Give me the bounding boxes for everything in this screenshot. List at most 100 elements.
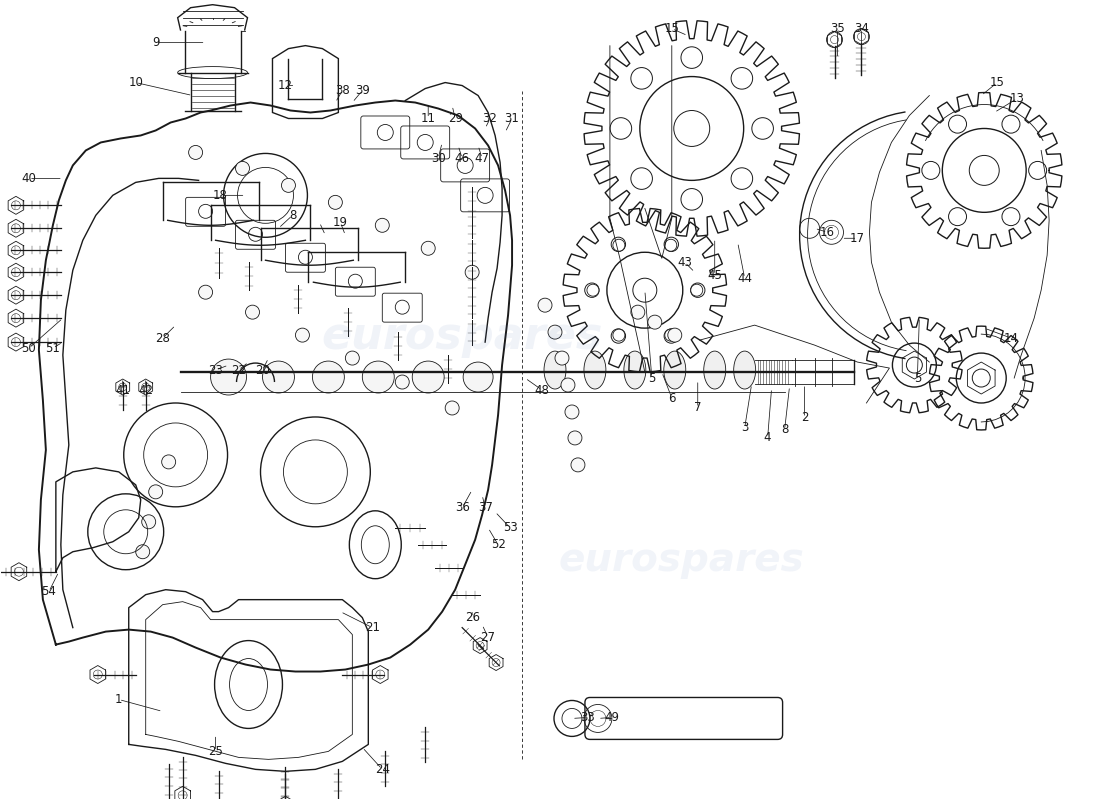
Text: 33: 33 (581, 711, 595, 724)
Text: 11: 11 (420, 112, 436, 125)
Text: 26: 26 (464, 611, 480, 624)
Text: 38: 38 (336, 84, 350, 97)
Text: 40: 40 (22, 172, 36, 185)
Circle shape (312, 361, 344, 393)
Text: 25: 25 (208, 745, 223, 758)
Text: 21: 21 (365, 621, 380, 634)
Circle shape (235, 162, 250, 175)
Text: 15: 15 (664, 22, 679, 35)
Text: 30: 30 (431, 152, 446, 165)
Text: 9: 9 (152, 36, 160, 49)
Ellipse shape (624, 351, 646, 389)
Circle shape (587, 284, 598, 296)
Text: 52: 52 (491, 538, 506, 551)
Text: 18: 18 (213, 189, 228, 202)
Text: 23: 23 (208, 363, 223, 377)
Text: 44: 44 (737, 272, 752, 285)
Text: 48: 48 (535, 383, 550, 397)
Text: 5: 5 (914, 371, 921, 385)
Circle shape (263, 361, 295, 393)
Text: 42: 42 (139, 383, 153, 397)
Circle shape (613, 239, 625, 251)
Circle shape (463, 362, 493, 392)
Text: 10: 10 (129, 76, 143, 89)
Circle shape (631, 305, 645, 319)
Text: 32: 32 (483, 112, 497, 125)
Text: 31: 31 (505, 112, 519, 125)
Circle shape (162, 455, 176, 469)
Circle shape (282, 178, 296, 192)
Circle shape (568, 431, 582, 445)
Text: 5: 5 (648, 371, 656, 385)
Text: eurospares: eurospares (559, 541, 804, 578)
Text: 6: 6 (668, 391, 675, 405)
Text: 49: 49 (604, 711, 619, 724)
Circle shape (345, 351, 360, 365)
Text: 4: 4 (763, 431, 771, 445)
Text: 45: 45 (707, 269, 723, 282)
Text: 15: 15 (990, 76, 1004, 89)
Text: 34: 34 (854, 22, 869, 35)
Circle shape (142, 515, 156, 529)
Circle shape (412, 361, 444, 393)
Text: 50: 50 (22, 342, 36, 354)
Text: 2: 2 (801, 411, 808, 425)
Text: 14: 14 (1003, 332, 1019, 345)
Text: 28: 28 (155, 332, 170, 345)
Ellipse shape (704, 351, 726, 389)
Circle shape (648, 315, 662, 329)
Ellipse shape (663, 351, 685, 389)
Text: 27: 27 (481, 631, 496, 644)
Text: 37: 37 (477, 502, 493, 514)
Text: 41: 41 (116, 383, 130, 397)
Circle shape (664, 239, 676, 251)
Circle shape (548, 325, 562, 339)
Text: 19: 19 (333, 216, 348, 229)
Circle shape (446, 401, 459, 415)
Circle shape (296, 328, 309, 342)
Text: 13: 13 (1010, 92, 1024, 105)
Circle shape (188, 146, 202, 159)
Circle shape (571, 458, 585, 472)
Circle shape (375, 218, 389, 232)
Text: 7: 7 (694, 402, 702, 414)
Ellipse shape (584, 351, 606, 389)
Text: 39: 39 (355, 84, 370, 97)
Text: 22: 22 (231, 363, 246, 377)
Circle shape (362, 361, 394, 393)
Text: 35: 35 (830, 22, 845, 35)
Ellipse shape (734, 351, 756, 389)
Text: 29: 29 (448, 112, 463, 125)
Circle shape (565, 405, 579, 419)
Text: 8: 8 (781, 423, 789, 437)
Text: 43: 43 (678, 256, 692, 269)
Circle shape (148, 485, 163, 499)
Text: 3: 3 (741, 422, 748, 434)
Text: 46: 46 (454, 152, 470, 165)
Text: 54: 54 (42, 585, 56, 598)
Circle shape (613, 329, 625, 341)
Circle shape (245, 305, 260, 319)
Text: 17: 17 (850, 232, 865, 245)
Text: 51: 51 (45, 342, 60, 354)
Circle shape (421, 242, 436, 255)
Ellipse shape (544, 351, 566, 389)
Text: 20: 20 (255, 363, 270, 377)
Circle shape (465, 266, 480, 279)
Circle shape (135, 545, 150, 558)
Text: 12: 12 (278, 79, 293, 92)
Circle shape (329, 195, 342, 210)
Text: 36: 36 (454, 502, 470, 514)
Circle shape (556, 351, 569, 365)
Text: 24: 24 (375, 763, 389, 776)
Circle shape (210, 359, 246, 395)
Text: 8: 8 (289, 209, 296, 222)
Text: 16: 16 (820, 226, 835, 238)
Text: 47: 47 (474, 152, 490, 165)
Circle shape (664, 329, 676, 341)
Circle shape (691, 284, 703, 296)
Text: eurospares: eurospares (321, 314, 603, 358)
Circle shape (538, 298, 552, 312)
Text: 1: 1 (116, 693, 122, 706)
Circle shape (668, 328, 682, 342)
